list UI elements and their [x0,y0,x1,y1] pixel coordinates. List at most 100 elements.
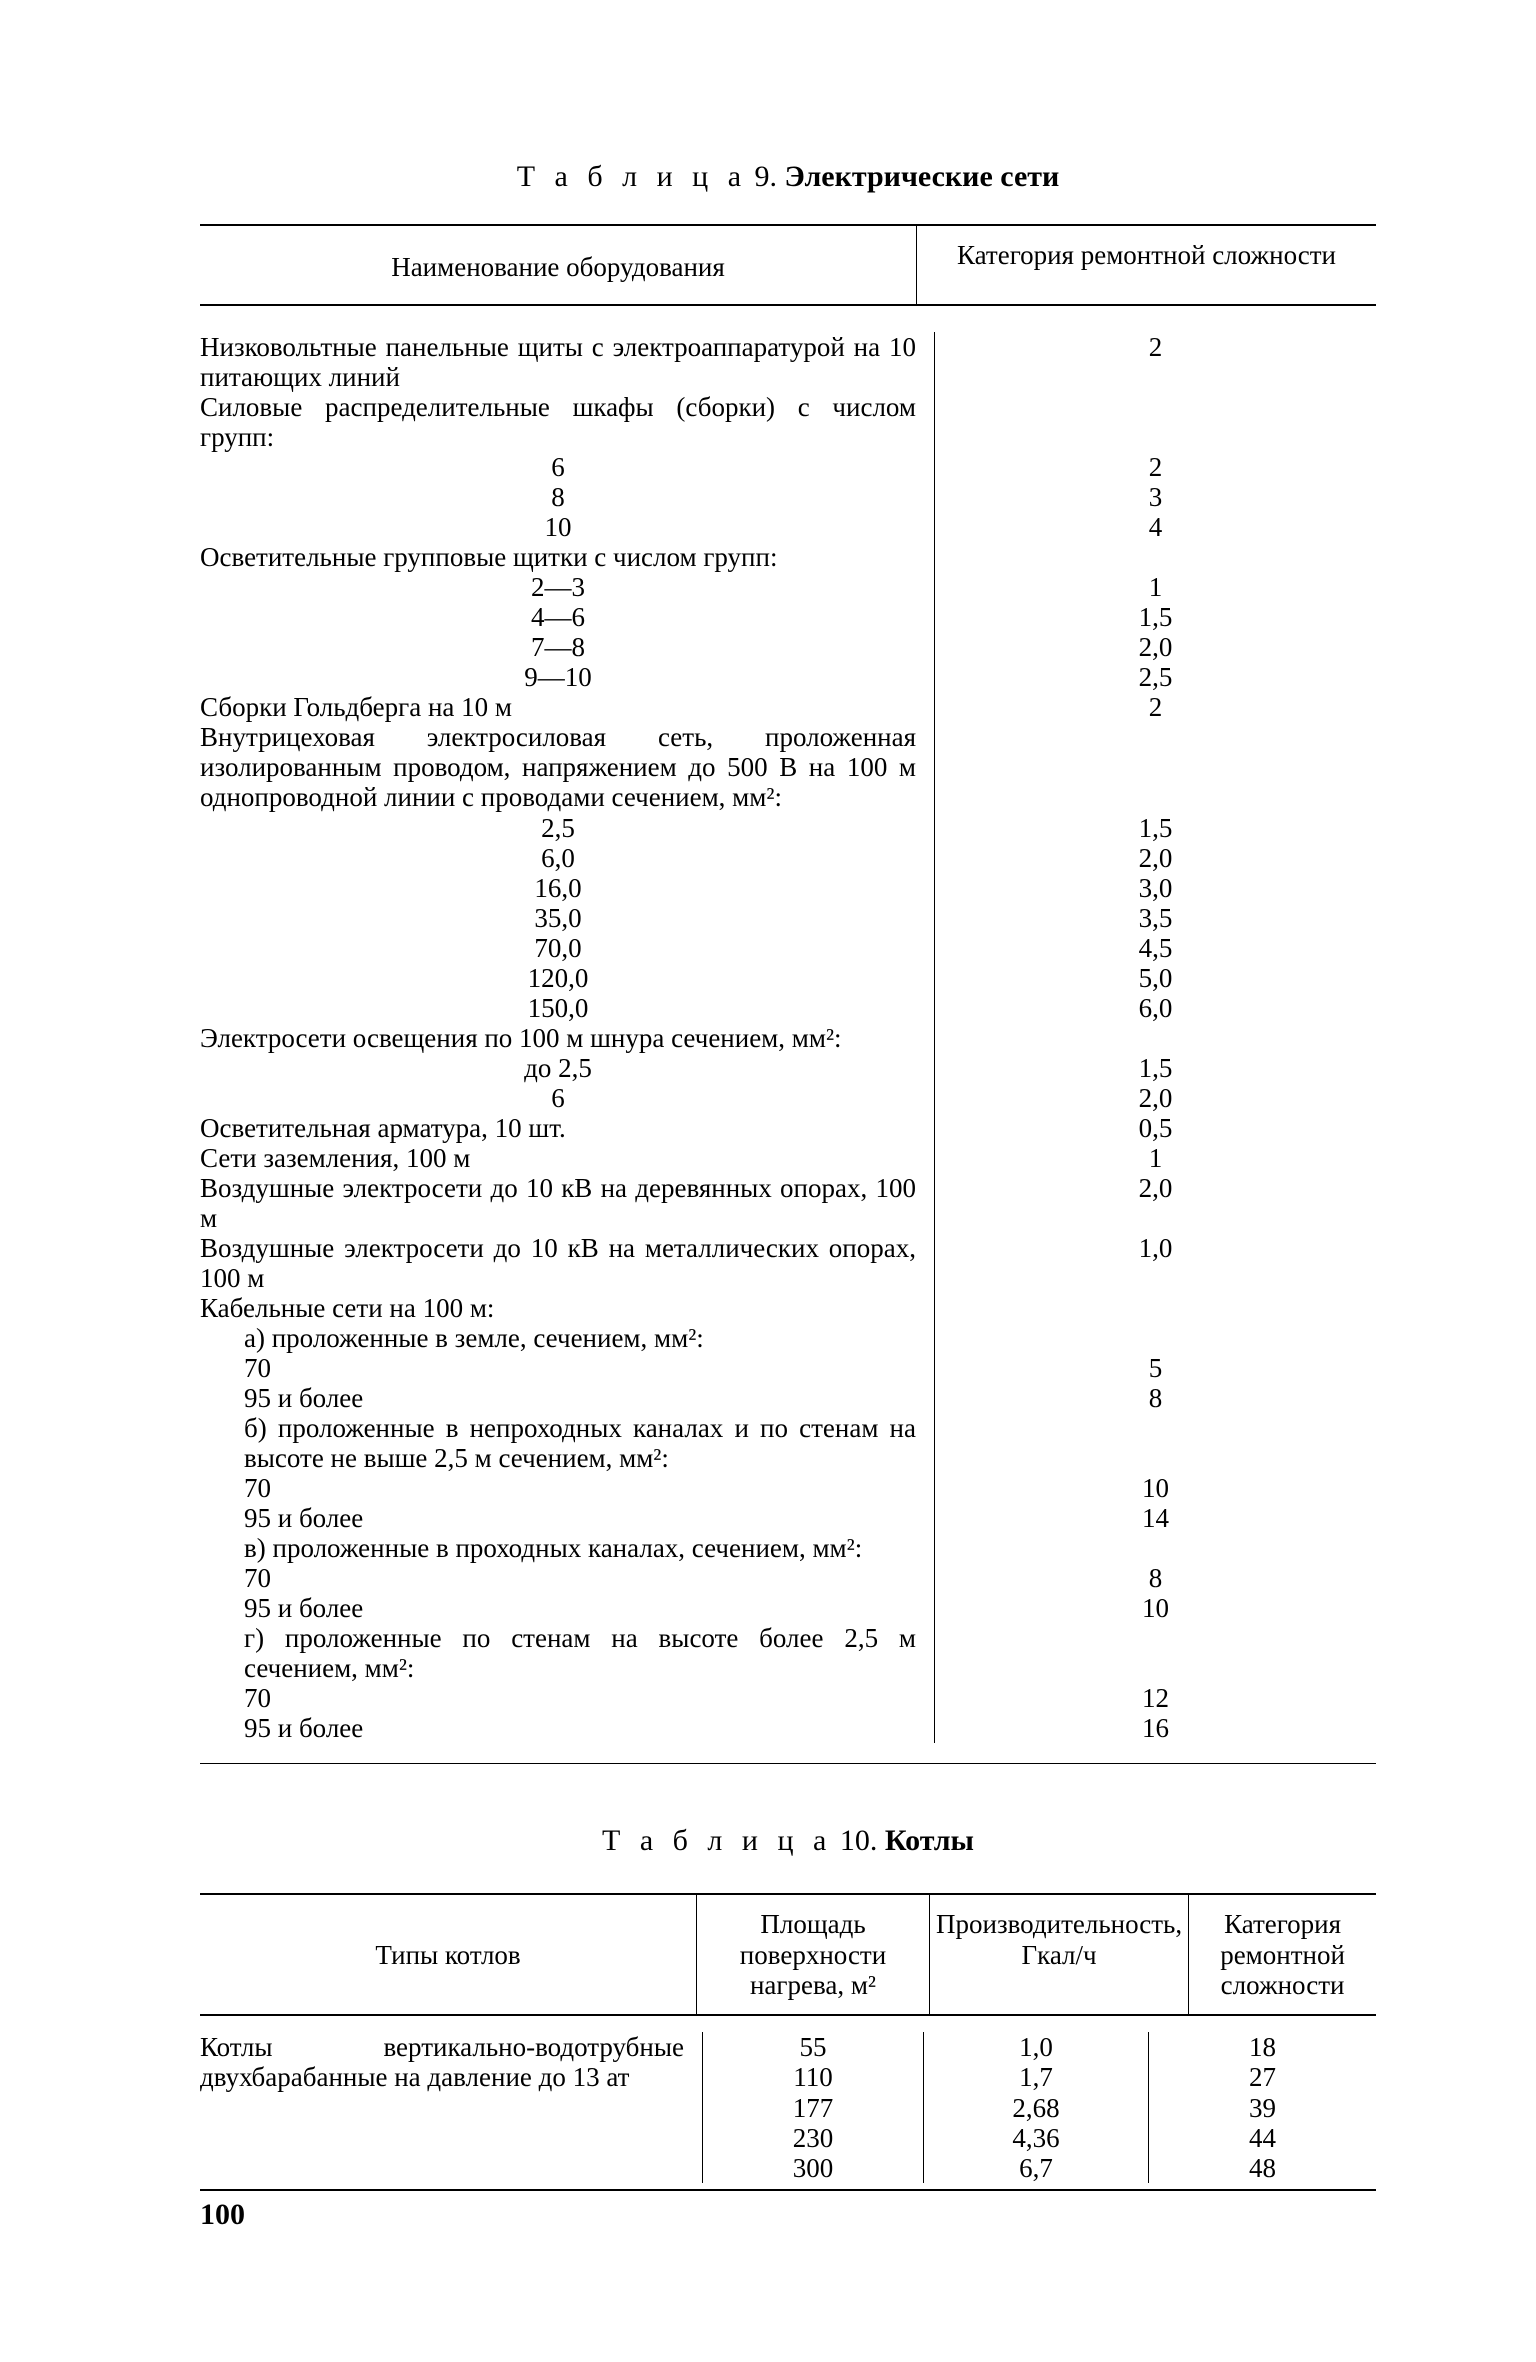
table10-head-c2: Площадь поверхности нагрева, м² [697,1895,930,2014]
table9-row-right [935,722,1376,813]
table10-cell: 27 [1149,2062,1376,2092]
page: Т а б л и ц а 9. Электрические сети Наим… [0,0,1536,2191]
table9-row-left: 2,5 [200,813,916,843]
table9-row-right: 8 [935,1563,1376,1593]
table9-row-left: 35,0 [200,903,916,933]
table9-row-right [935,1413,1376,1473]
table9-row-left: 10 [200,512,916,542]
table9-row-left: 95 и более [200,1383,916,1413]
table9-row-left: в) проложенные в проходных каналах, сече… [200,1533,916,1563]
table10-cell: 110 [703,2062,923,2092]
table10-body-c2: 55110177230300 [703,2032,924,2183]
table9-row-left: 120,0 [200,963,916,993]
table9-row-right: 1,5 [935,602,1376,632]
table10-cell: 177 [703,2093,923,2123]
table10-head-c4: Категория ремонтной сложности [1189,1895,1376,2014]
table10-body-c4: 1827394448 [1149,2032,1376,2183]
table9-row-left: Внутрицеховая электросиловая сеть, проло… [200,722,916,813]
table9-row-left: б) проложенные в непроходных каналах и п… [200,1413,916,1473]
page-number: 100 [200,2198,245,2232]
table9-row-right: 3 [935,482,1376,512]
table9-row-right: 0,5 [935,1113,1376,1143]
table10-cell: 18 [1149,2032,1376,2062]
table10-cell: 55 [703,2032,923,2062]
table9-row-right [935,392,1376,452]
table9-row-left: 95 и более [200,1713,916,1743]
table9-row-right: 1 [935,572,1376,602]
table10-cell: 2,68 [924,2093,1148,2123]
table9-row-right: 14 [935,1503,1376,1533]
table9-row-right: 5,0 [935,963,1376,993]
table9-row-left: 7—8 [200,632,916,662]
table9-row-left: Осветительная арматура, 10 шт. [200,1113,916,1143]
table9-row-right: 8 [935,1383,1376,1413]
table9-row-left: 6 [200,1083,916,1113]
table10-caption-title: Котлы [885,1824,974,1857]
table9-row-right: 3,5 [935,903,1376,933]
table9-row-right: 2,5 [935,662,1376,692]
table9-row-right: 2,0 [935,1083,1376,1113]
table10-cell: 39 [1149,2093,1376,2123]
table9-row-left: 70,0 [200,933,916,963]
table9-row-left: Электросети освещения по 100 м шнура сеч… [200,1023,916,1053]
table9-head: Наименование оборудования Категория ремо… [200,224,1376,306]
table9-row-left: Кабельные сети на 100 м: [200,1293,916,1323]
table9-row-right: 16 [935,1713,1376,1743]
table9-row-right [935,1293,1376,1323]
table9-head-left: Наименование оборудования [200,226,917,304]
table9-row-right: 6,0 [935,993,1376,1023]
table10-cell: 4,36 [924,2123,1148,2153]
table9-row-right: 1 [935,1143,1376,1173]
table9-row-right: 1,5 [935,813,1376,843]
table9-row-left: Сети заземления, 100 м [200,1143,916,1173]
table9-row-left: 2—3 [200,572,916,602]
table10-caption: Т а б л и ц а 10. Котлы [200,1824,1376,1858]
table9-row-left: 70 [200,1563,916,1593]
table10-cell: 230 [703,2123,923,2153]
table10-cell: 1,7 [924,2062,1148,2092]
table9-body: Низковольтные панельные щиты с электроап… [200,306,1376,1764]
table9-row-left: 70 [200,1353,916,1383]
table10-cell: 6,7 [924,2153,1148,2183]
table9-row-left: до 2,5 [200,1053,916,1083]
table10-cell: 300 [703,2153,923,2183]
table9-row-right: 4,5 [935,933,1376,963]
table9-row-left: а) проложенные в земле, сечением, мм²: [200,1323,916,1353]
table9-row-right: 2,0 [935,1173,1376,1233]
table9-head-right: Категория ремонтной сложности [917,226,1376,304]
table9-row-left: Низковольтные панельные щиты с электроап… [200,332,916,392]
table9: Наименование оборудования Категория ремо… [200,224,1376,1764]
table9-row-left: 150,0 [200,993,916,1023]
table10-body-c3: 1,01,72,684,366,7 [924,2032,1149,2183]
table9-row-left: 16,0 [200,873,916,903]
table9-row-right: 2,0 [935,632,1376,662]
table9-row-right: 10 [935,1473,1376,1503]
table9-row-left: 6,0 [200,843,916,873]
table9-row-right: 1,0 [935,1233,1376,1293]
table9-row-left: 95 и более [200,1593,916,1623]
table9-row-right: 4 [935,512,1376,542]
table9-row-left: 95 и более [200,1503,916,1533]
table9-row-right [935,1023,1376,1053]
table10-cell: 48 [1149,2153,1376,2183]
table9-body-right: 223411,52,02,521,52,03,03,54,55,06,01,52… [935,332,1376,1743]
table9-row-right: 10 [935,1593,1376,1623]
table9-row-left: г) проложенные по стенам на высоте более… [200,1623,916,1683]
table9-body-left: Низковольтные панельные щиты с электроап… [200,332,935,1743]
table9-row-left: 70 [200,1683,916,1713]
table9-caption-title: Электрические сети [785,160,1060,193]
table10-caption-number: 10. [840,1824,878,1857]
table10-cell: 44 [1149,2123,1376,2153]
table9-row-left: Силовые распределительные шкафы (сборки)… [200,392,916,452]
table10-body: Котлы вертикально-водотрубные двухбараба… [200,2016,1376,2191]
table9-row-left: Воздушные электросети до 10 кВ на металл… [200,1233,916,1293]
table9-row-right: 2 [935,332,1376,392]
table9-row-left: Осветительные групповые щитки с числом г… [200,542,916,572]
table9-row-right: 2 [935,452,1376,482]
table10-caption-prefix: Т а б л и ц а [602,1824,832,1857]
table10-head-c1: Типы котлов [200,1895,697,2014]
table9-caption-prefix: Т а б л и ц а [517,160,747,193]
table9-row-left: 8 [200,482,916,512]
table9-row-right: 5 [935,1353,1376,1383]
table9-row-right: 3,0 [935,873,1376,903]
